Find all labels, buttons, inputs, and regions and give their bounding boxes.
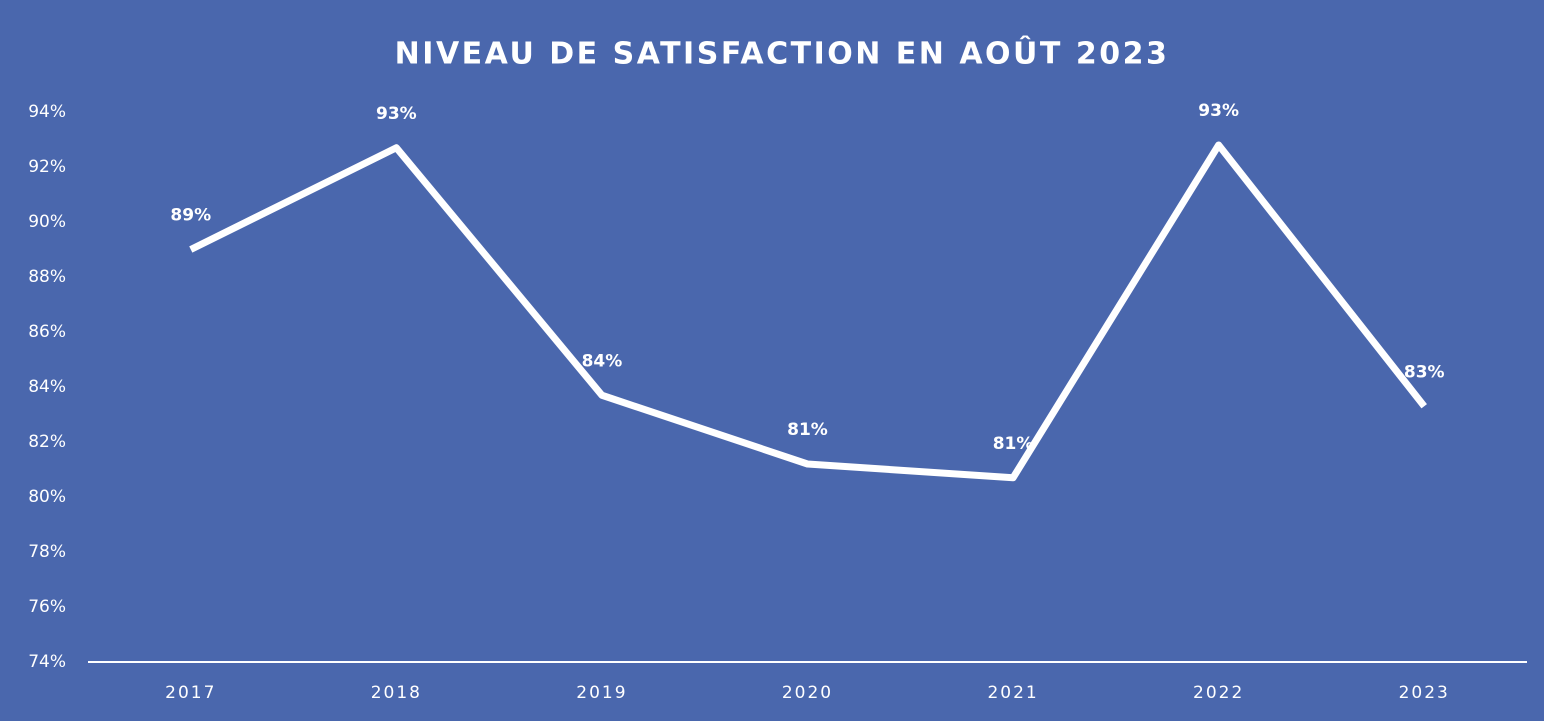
y-tick-label: 76%	[28, 597, 66, 617]
data-label: 93%	[376, 104, 417, 124]
x-tick-label: 2018	[371, 683, 422, 703]
y-tick-label: 88%	[28, 267, 66, 287]
x-tick-label: 2022	[1193, 683, 1244, 703]
x-tick-label: 2023	[1399, 683, 1450, 703]
y-tick-label: 80%	[28, 487, 66, 507]
y-tick-label: 82%	[28, 432, 66, 452]
x-tick-label: 2017	[165, 683, 216, 703]
chart-title: NIVEAU DE SATISFACTION EN AOÛT 2023	[395, 35, 1170, 72]
series-line	[189, 141, 1427, 482]
data-label: 89%	[170, 206, 211, 226]
data-label: 93%	[1198, 101, 1239, 121]
y-tick-label: 94%	[28, 102, 66, 122]
data-label: 83%	[1404, 362, 1445, 382]
data-label: 81%	[993, 434, 1034, 454]
y-tick-label: 92%	[28, 157, 66, 177]
x-tick-label: 2021	[987, 683, 1038, 703]
y-tick-label: 86%	[28, 322, 66, 342]
y-tick-label: 74%	[28, 652, 66, 672]
x-tick-label: 2019	[576, 683, 627, 703]
y-tick-label: 78%	[28, 542, 66, 562]
y-tick-label: 84%	[28, 377, 66, 397]
data-label: 84%	[582, 351, 623, 371]
y-tick-label: 90%	[28, 212, 66, 232]
x-tick-label: 2020	[782, 683, 833, 703]
data-label: 81%	[787, 420, 828, 440]
